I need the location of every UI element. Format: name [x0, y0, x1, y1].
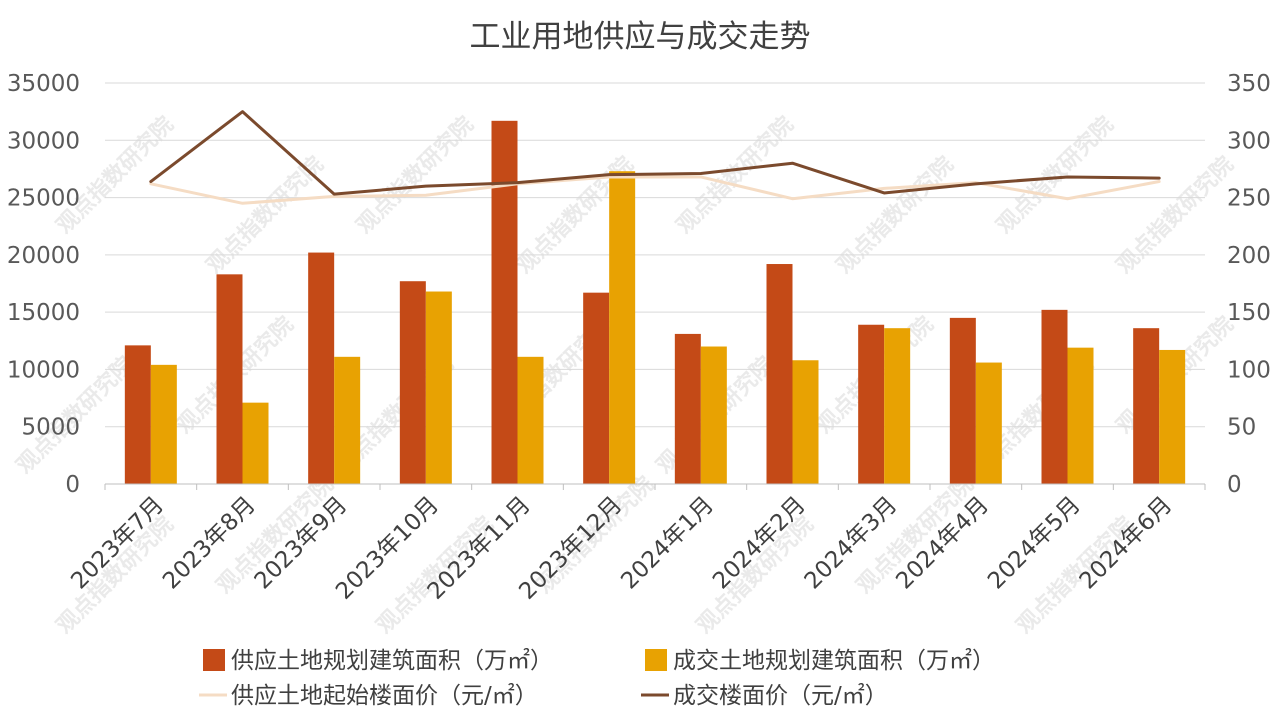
bar	[124, 345, 151, 484]
watermark-text: 观点指数研究院	[991, 111, 1118, 238]
legend-label: 成交楼面价（元/㎡）	[673, 683, 888, 709]
bar	[609, 171, 636, 484]
bar	[517, 356, 544, 484]
bar	[216, 274, 243, 484]
bars	[124, 120, 1186, 485]
bar	[334, 356, 361, 484]
legend-label: 成交土地规划建筑面积（万㎡）	[673, 648, 995, 674]
lines	[149, 110, 1161, 205]
y-right-tick-label: 200	[1227, 243, 1271, 269]
bar	[700, 346, 727, 484]
bar	[491, 120, 518, 485]
legend-label: 供应土地规划建筑面积（万㎡）	[231, 648, 553, 674]
y-right-tick-label: 0	[1227, 472, 1242, 498]
grid	[105, 82, 1205, 428]
y-left-tick-label: 5000	[21, 415, 80, 441]
chart-title: 工业用地供应与成交走势	[470, 19, 811, 55]
bar	[1133, 328, 1160, 484]
bar	[399, 281, 426, 484]
y-left-tick-label: 35000	[7, 71, 80, 97]
bar	[1067, 347, 1094, 484]
bar	[766, 264, 793, 484]
bar	[242, 402, 269, 484]
series-line	[149, 175, 1161, 205]
bar	[150, 364, 177, 484]
y-left-tick-label: 25000	[7, 186, 80, 212]
y-left-tick-label: 10000	[7, 357, 80, 383]
bar	[583, 292, 610, 484]
y-left-tick-label: 15000	[7, 300, 80, 326]
y-right-tick-label: 350	[1227, 71, 1271, 97]
bar	[1041, 309, 1068, 484]
watermark-text: 观点指数研究院	[351, 111, 478, 238]
y-right-tick-label: 150	[1227, 300, 1271, 326]
legend-label: 供应土地起始楼面价（元/㎡）	[231, 683, 538, 709]
bar	[674, 333, 701, 484]
y-left-tick-label: 30000	[7, 128, 80, 154]
watermark-text: 观点指数研究院	[1111, 151, 1238, 278]
bar	[858, 324, 885, 484]
bar	[1159, 349, 1186, 484]
bar	[308, 252, 335, 484]
y-right-tick-label: 300	[1227, 128, 1271, 154]
y-right-tick-label: 50	[1227, 415, 1256, 441]
watermark-text: 观点指数研究院	[831, 151, 958, 278]
y-right-tick-label: 250	[1227, 186, 1271, 212]
bar	[949, 317, 976, 484]
y-right-tick-label: 100	[1227, 357, 1271, 383]
legend: 供应土地规划建筑面积（万㎡） 成交土地规划建筑面积（万㎡） 供应土地起始楼面价（元/…	[199, 648, 995, 709]
bar	[425, 291, 452, 484]
series-line	[149, 110, 1161, 196]
bar	[975, 362, 1002, 484]
bar	[792, 360, 819, 484]
legend-swatch	[645, 649, 667, 671]
bar	[884, 328, 911, 484]
y-left-tick-label: 0	[65, 472, 80, 498]
y-left-tick-label: 20000	[7, 243, 80, 269]
legend-swatch	[203, 649, 225, 671]
